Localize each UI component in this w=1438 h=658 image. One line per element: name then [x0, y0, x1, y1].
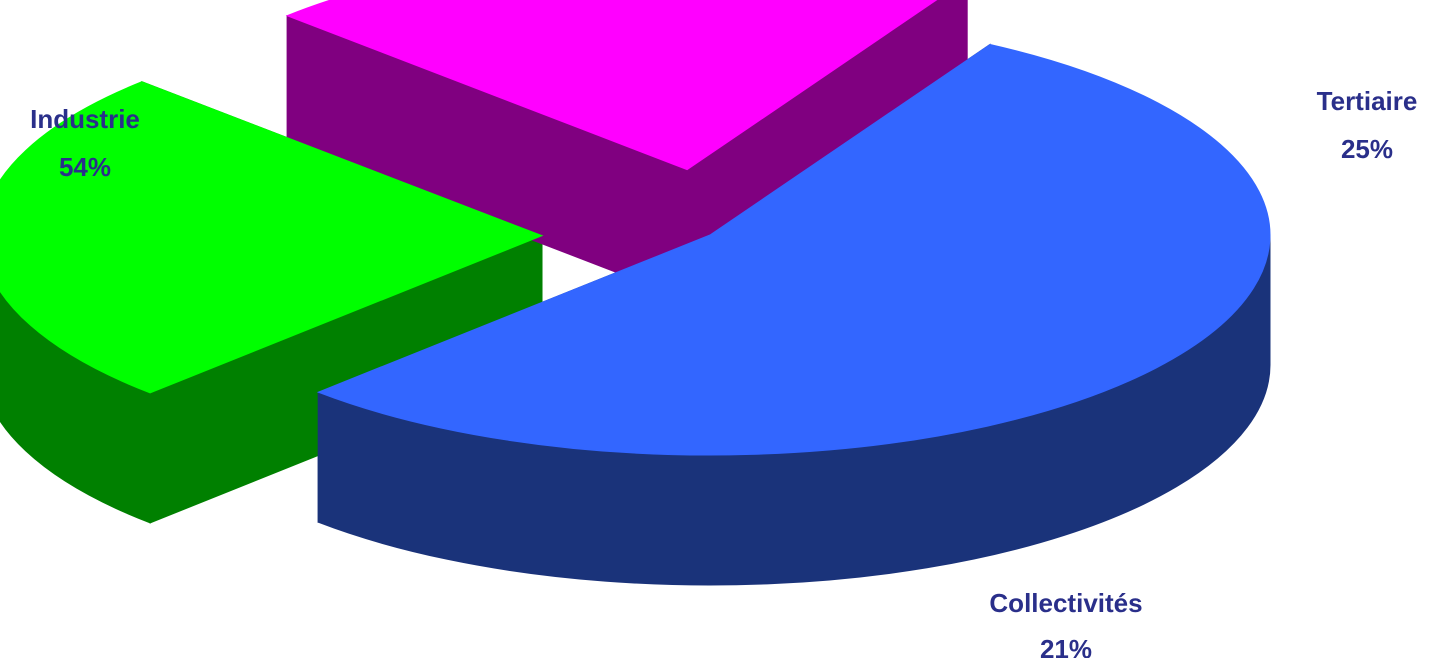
pie-slice-collectivités	[285, 0, 938, 171]
slice-value-label-2: 21%	[1040, 634, 1092, 658]
slice-value-label-1: 25%	[1341, 134, 1393, 164]
pie-slice-tertiaire	[0, 81, 544, 394]
slice-label-1: Tertiaire	[1317, 86, 1418, 116]
pie-slice-industrie	[316, 43, 1271, 456]
slice-value-label-0: 54%	[59, 152, 111, 182]
slice-label-0: Industrie	[30, 104, 140, 134]
slice-label-2: Collectivités	[989, 588, 1142, 618]
